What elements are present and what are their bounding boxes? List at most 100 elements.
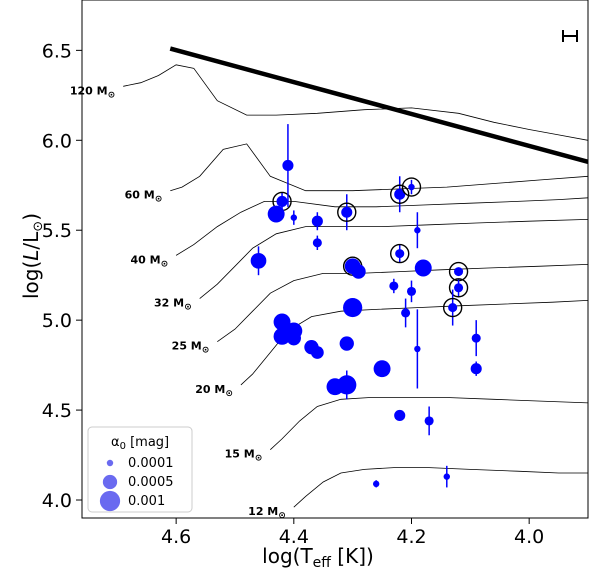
mass-track <box>123 64 588 141</box>
mass-track <box>293 467 588 508</box>
mass-track <box>175 197 588 256</box>
legend-label: 0.001 <box>128 494 165 509</box>
star-point <box>339 336 354 351</box>
track-label: 120 M⊙ <box>70 84 115 100</box>
star-point <box>282 124 294 207</box>
star-point <box>394 409 406 422</box>
star-point <box>442 289 463 326</box>
star-point <box>471 320 481 357</box>
star-point <box>273 313 291 331</box>
star-point <box>267 205 285 223</box>
star-marker <box>343 297 363 318</box>
star-point <box>337 370 357 400</box>
typical-errorbar-icon <box>562 30 578 42</box>
star-marker <box>389 281 399 291</box>
star-marker <box>285 322 303 340</box>
plot-frame <box>81 0 589 519</box>
star-highlight-ring <box>337 202 357 222</box>
star-marker <box>395 249 405 259</box>
star-marker <box>394 409 406 422</box>
star-point <box>337 194 357 231</box>
star-marker <box>414 227 421 234</box>
star-marker <box>341 206 353 218</box>
star-point <box>312 235 322 251</box>
star-point <box>414 259 432 277</box>
star-marker <box>443 473 450 480</box>
star-point <box>250 246 267 276</box>
y-tick-label: 5.5 <box>42 220 72 242</box>
star-point <box>414 212 421 249</box>
star-marker <box>290 214 298 221</box>
x-tick-label: 4.4 <box>279 526 309 548</box>
star-marker <box>406 286 417 296</box>
star-marker <box>394 188 406 200</box>
star-highlight-ring <box>390 243 410 264</box>
star-marker <box>408 183 415 191</box>
star-marker <box>414 259 432 277</box>
y-tick-label: 6.5 <box>42 40 72 62</box>
star-marker <box>470 363 482 375</box>
star-point <box>401 298 411 328</box>
star-highlight-ring <box>401 177 422 197</box>
x-axis-title: log(Teff [K]) <box>262 544 374 571</box>
star-marker <box>282 159 294 172</box>
star-marker <box>339 336 354 351</box>
star-marker <box>267 205 285 223</box>
star-highlight-ring <box>442 297 463 318</box>
star-point <box>290 210 298 225</box>
y-tick-label: 4.0 <box>42 490 72 512</box>
track-label: 12 M⊙ <box>248 505 286 521</box>
star-marker <box>424 416 434 426</box>
star-point <box>414 309 421 389</box>
star-marker <box>414 345 421 353</box>
x-tick-label: 4.2 <box>396 526 426 548</box>
mass-track <box>170 143 588 192</box>
star-marker <box>250 252 267 269</box>
star-point <box>389 278 399 294</box>
mass-track <box>270 397 588 450</box>
star-point <box>443 465 450 488</box>
track-label: 40 M⊙ <box>130 253 168 269</box>
legend-label: 0.0005 <box>128 475 174 490</box>
legend-marker <box>106 459 114 467</box>
hd-limit-line <box>169 46 588 165</box>
star-marker <box>454 283 464 293</box>
star-point <box>406 280 417 303</box>
star-marker <box>351 264 366 279</box>
y-tick-label: 4.5 <box>42 400 72 422</box>
star-marker <box>454 267 464 277</box>
y-tick-label: 5.0 <box>42 310 72 332</box>
star-marker <box>337 375 357 395</box>
track-labels: 120 M⊙ 60 M⊙ 40 M⊙ 32 M⊙ 25 M⊙ 20 M⊙ 15 M⊙ 12 M… <box>70 84 286 521</box>
star-point <box>424 406 434 436</box>
star-highlight-ring <box>390 184 410 204</box>
star-point <box>311 212 323 231</box>
track-label: 25 M⊙ <box>172 340 210 356</box>
x-tick-label: 4.6 <box>161 526 191 548</box>
star-marker <box>401 308 411 318</box>
star-marker <box>471 333 481 343</box>
star-point <box>390 176 410 213</box>
legend-title: α0 [mag] <box>111 435 169 452</box>
evolutionary-tracks <box>123 64 588 508</box>
star-marker <box>448 303 458 313</box>
legend-frame <box>87 426 193 513</box>
star-marker <box>372 480 380 488</box>
star-point <box>448 261 469 282</box>
legend-marker <box>99 490 121 512</box>
star-marker <box>312 238 322 248</box>
y-tick-label: 6.0 <box>42 130 72 152</box>
star-point <box>372 480 380 488</box>
star-marker <box>373 360 391 378</box>
star-point <box>470 361 482 376</box>
star-point <box>343 297 363 318</box>
star-marker <box>276 195 288 207</box>
star-point <box>373 360 391 378</box>
star-point <box>401 177 422 197</box>
star-marker <box>310 346 324 359</box>
track-label: 32 M⊙ <box>154 297 192 313</box>
x-tick-label: 4.0 <box>514 526 544 548</box>
axes: 4.6 4.4 4.2 4.0 4.0 4.5 5.0 5.5 6.0 6.5 <box>42 0 589 548</box>
star-marker <box>273 313 291 331</box>
